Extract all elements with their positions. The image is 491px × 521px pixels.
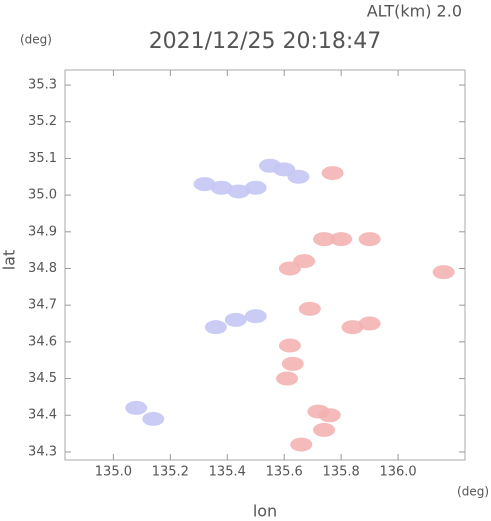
echo-point	[227, 184, 250, 199]
echo-point	[210, 180, 233, 195]
echo-point	[313, 422, 336, 437]
y-tick-label: 34.6	[28, 334, 57, 349]
echo-point	[290, 437, 313, 452]
echo-point	[244, 309, 267, 324]
x-tick-label: 135.8	[323, 465, 360, 480]
echo-point	[204, 320, 227, 335]
echo-point	[330, 232, 353, 247]
echo-point	[125, 400, 148, 415]
y-tick-label: 34.3	[28, 444, 57, 459]
x-tick-label: 135.4	[209, 465, 246, 480]
echo-point	[341, 320, 364, 335]
y-unit: (deg)	[20, 33, 52, 47]
y-tick-label: 35.2	[28, 114, 57, 129]
x-axis-label: lon	[253, 502, 277, 521]
y-tick-label: 34.7	[28, 298, 57, 313]
echo-point	[244, 180, 267, 195]
echo-point	[287, 169, 310, 184]
y-tick-label: 35.3	[28, 78, 57, 93]
echo-point	[193, 177, 216, 192]
echo-point	[318, 408, 341, 423]
x-tick-label: 136.0	[379, 465, 416, 480]
echo-point	[224, 312, 247, 327]
echo-point	[313, 232, 336, 247]
echo-point	[321, 166, 344, 181]
y-tick-label: 34.5	[28, 371, 57, 386]
y-tick-label: 35.1	[28, 151, 57, 166]
y-axis-label: lat	[0, 250, 19, 271]
echo-point	[293, 254, 316, 269]
echo-point	[281, 356, 304, 371]
x-unit: (deg)	[457, 485, 489, 499]
x-tick-label: 135.0	[95, 465, 132, 480]
axes	[65, 70, 465, 460]
echo-point	[298, 301, 321, 316]
echo-point	[278, 338, 301, 353]
echo-point	[358, 232, 381, 247]
echo-point	[276, 371, 299, 386]
x-tick-label: 135.2	[152, 465, 189, 480]
echo-point	[358, 316, 381, 331]
y-tick-label: 35.0	[28, 188, 57, 203]
y-tick-label: 34.9	[28, 224, 57, 239]
echo-point	[142, 411, 165, 426]
echo-point	[432, 265, 455, 280]
x-tick-label: 135.6	[266, 465, 303, 480]
altitude-label: ALT(km) 2.0	[367, 2, 462, 21]
y-tick-label: 34.8	[28, 261, 57, 276]
plot-frame	[64, 69, 466, 461]
chart-title: 2021/12/25 20:18:47	[149, 29, 382, 54]
y-tick-label: 34.4	[28, 408, 57, 423]
